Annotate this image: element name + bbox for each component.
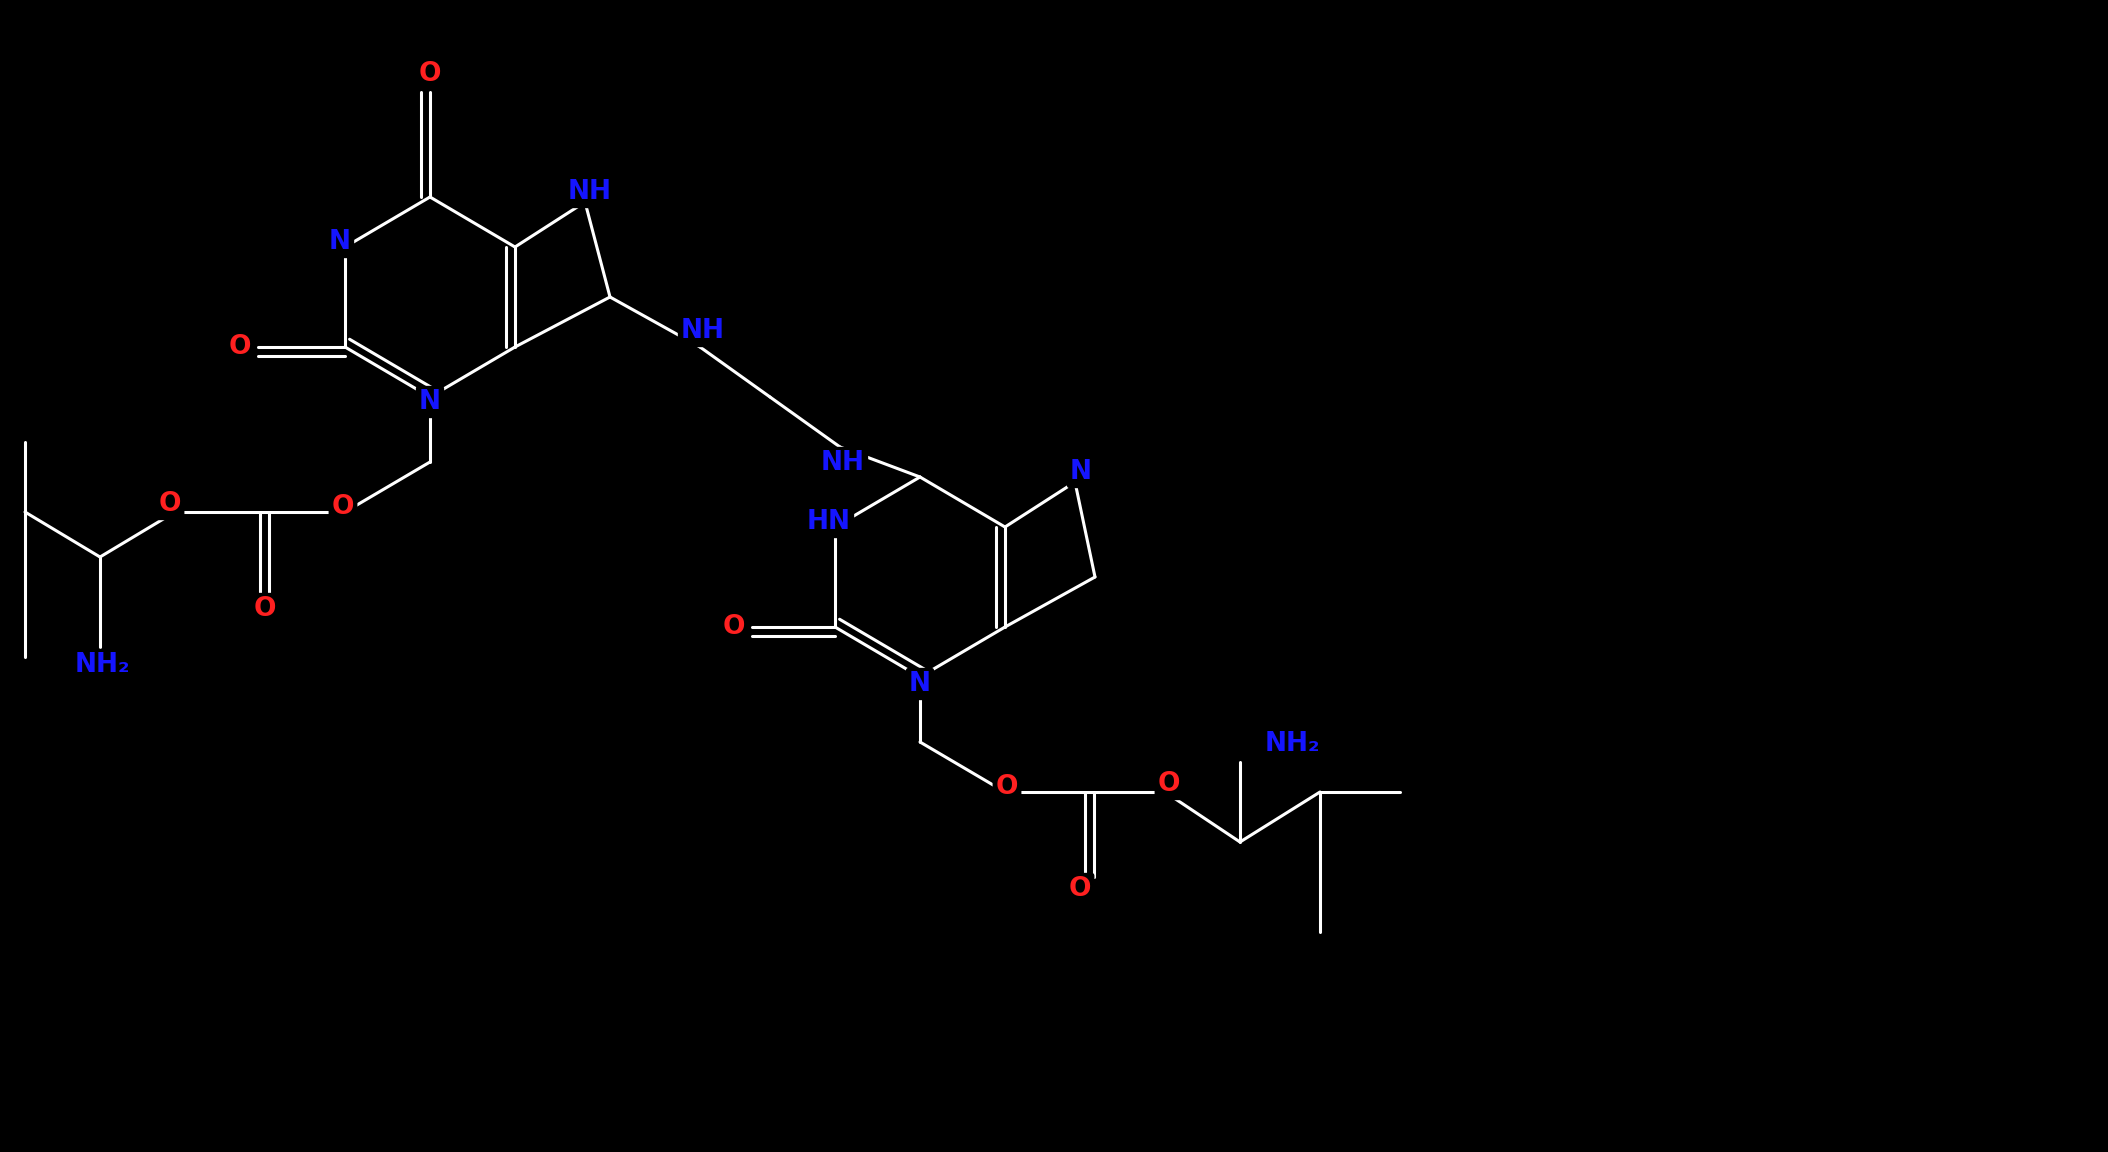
Text: NH: NH xyxy=(820,450,864,476)
Text: NH: NH xyxy=(681,318,725,344)
Text: O: O xyxy=(253,596,276,622)
Text: O: O xyxy=(158,491,181,517)
Text: O: O xyxy=(1157,771,1180,797)
Text: NH₂: NH₂ xyxy=(1265,732,1320,757)
Text: HN: HN xyxy=(807,509,852,535)
Text: O: O xyxy=(331,494,354,520)
Text: N: N xyxy=(419,389,441,415)
Text: NH: NH xyxy=(567,179,611,205)
Text: O: O xyxy=(419,61,441,88)
Text: O: O xyxy=(1069,876,1092,902)
Text: NH₂: NH₂ xyxy=(74,652,131,679)
Text: O: O xyxy=(230,334,251,359)
Text: O: O xyxy=(723,614,746,641)
Text: O: O xyxy=(995,774,1018,799)
Text: N: N xyxy=(329,229,352,255)
Text: N: N xyxy=(1071,458,1092,485)
Text: N: N xyxy=(909,670,932,697)
